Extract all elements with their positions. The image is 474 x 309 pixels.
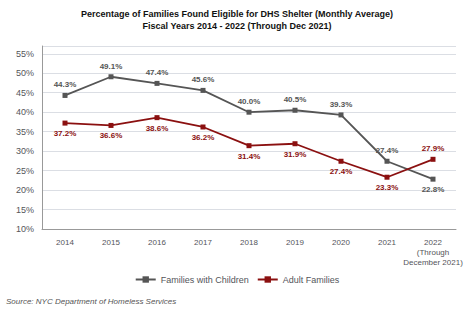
svg-text:20%: 20% [16, 185, 34, 195]
svg-text:2019: 2019 [286, 238, 304, 247]
svg-text:Percentage of Families Found E: Percentage of Families Found Eligible fo… [81, 9, 393, 19]
svg-text:Families with Children: Families with Children [161, 275, 249, 285]
svg-text:45%: 45% [16, 88, 34, 98]
svg-text:2020: 2020 [332, 238, 350, 247]
svg-text:31.9%: 31.9% [284, 150, 307, 159]
svg-text:49.1%: 49.1% [100, 62, 123, 71]
svg-text:55%: 55% [16, 49, 34, 59]
svg-text:(Through: (Through [417, 248, 449, 257]
svg-text:36.6%: 36.6% [100, 131, 123, 140]
svg-text:44.3%: 44.3% [54, 80, 77, 89]
svg-text:2022: 2022 [424, 238, 442, 247]
svg-text:22.8%: 22.8% [422, 185, 445, 194]
svg-text:2017: 2017 [194, 238, 212, 247]
svg-text:2014: 2014 [56, 238, 74, 247]
svg-text:45.6%: 45.6% [192, 75, 215, 84]
svg-text:38.6%: 38.6% [146, 124, 169, 133]
svg-text:31.4%: 31.4% [238, 152, 261, 161]
svg-text:40.5%: 40.5% [284, 95, 307, 104]
svg-text:27.4%: 27.4% [330, 167, 353, 176]
svg-text:39.3%: 39.3% [330, 100, 353, 109]
svg-text:27.4%: 27.4% [376, 146, 399, 155]
svg-text:23.3%: 23.3% [376, 183, 399, 192]
svg-text:2021: 2021 [378, 238, 396, 247]
svg-text:2018: 2018 [240, 238, 258, 247]
svg-text:Fiscal Years 2014 - 2022 (Thro: Fiscal Years 2014 - 2022 (Through Dec 20… [143, 21, 332, 31]
svg-text:27.9%: 27.9% [422, 144, 445, 153]
svg-text:40.0%: 40.0% [238, 97, 261, 106]
svg-text:36.2%: 36.2% [192, 133, 215, 142]
svg-text:Adult Families: Adult Families [283, 275, 340, 285]
svg-text:10%: 10% [16, 224, 34, 234]
svg-text:15%: 15% [16, 205, 34, 215]
svg-text:37.2%: 37.2% [54, 129, 77, 138]
svg-text:2016: 2016 [148, 238, 166, 247]
svg-text:25%: 25% [16, 166, 34, 176]
svg-text:30%: 30% [16, 146, 34, 156]
svg-text:35%: 35% [16, 127, 34, 137]
svg-text:December 2021): December 2021) [403, 258, 463, 267]
svg-text:2015: 2015 [102, 238, 120, 247]
svg-text:40%: 40% [16, 107, 34, 117]
svg-text:47.4%: 47.4% [146, 68, 169, 77]
svg-text:50%: 50% [16, 68, 34, 78]
svg-text:Source: NYC Department of Home: Source: NYC Department of Homeless Servi… [6, 297, 176, 306]
